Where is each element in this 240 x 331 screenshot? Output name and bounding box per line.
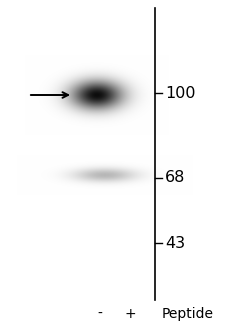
Text: -: - (98, 307, 102, 321)
Text: 100: 100 (165, 85, 196, 101)
Text: 68: 68 (165, 170, 185, 185)
Text: Peptide: Peptide (162, 307, 214, 321)
Text: +: + (124, 307, 136, 321)
Text: 43: 43 (165, 235, 185, 251)
